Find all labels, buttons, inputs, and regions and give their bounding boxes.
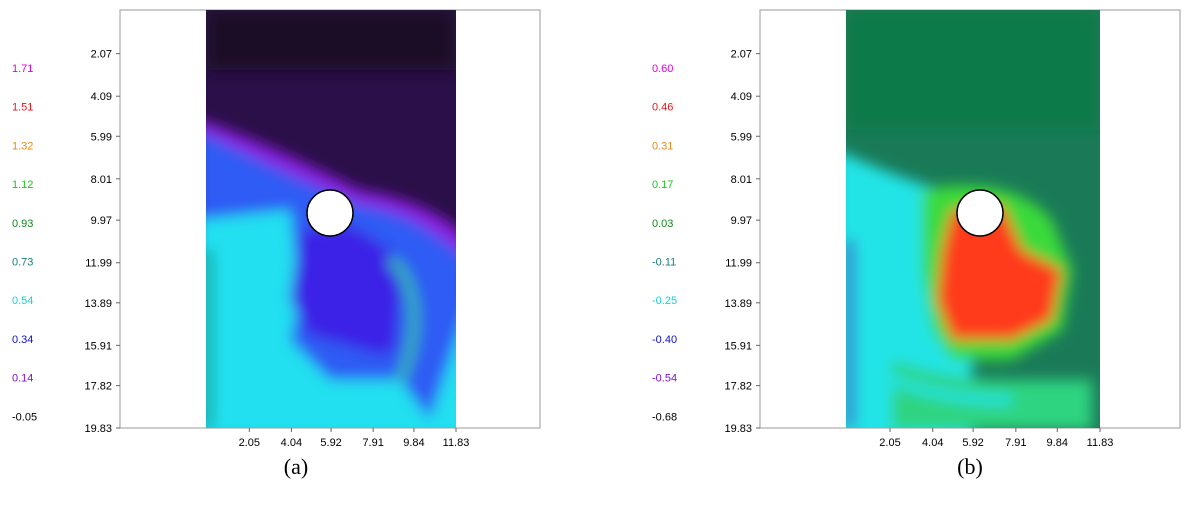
y-tick-label: 15.91 [724, 340, 752, 352]
field-streak [890, 375, 1013, 405]
legend-value: -0.68 [652, 411, 677, 423]
panel-a: 2.07 4.09 5.99 8.01 9.97 11.99 13.89 15.91 17.82… [0, 0, 592, 512]
y-tick-label: 17.82 [84, 381, 112, 393]
x-tick-label: 11.83 [1087, 437, 1114, 449]
legend-value: 0.14 [12, 373, 33, 385]
y-tick-label: 5.99 [731, 131, 752, 143]
x-tick-label: 7.91 [1005, 437, 1026, 449]
legend-value: 0.60 [652, 63, 673, 75]
y-tick-label: 5.99 [91, 131, 112, 143]
x-tick-label: 4.04 [281, 437, 302, 449]
field-core [290, 225, 400, 355]
legend: 0.60 0.46 0.31 0.17 0.03 -0.11 -0.25 -0.40 -0.54… [652, 63, 677, 423]
legend-value: 1.51 [12, 102, 33, 114]
heatmap-field [206, 10, 456, 428]
legend-value: -0.40 [652, 334, 677, 346]
y-tick-label: 2.07 [91, 49, 112, 61]
heatmap-b: 2.07 4.09 5.99 8.01 9.97 11.99 13.89 15.91 17.82… [652, 9, 1181, 449]
axis-ticks: 2.07 4.09 5.99 8.01 9.97 11.99 13.89 15.91 17.82… [724, 49, 1113, 449]
x-tick-label: 2.05 [239, 437, 260, 449]
x-tick-label: 5.92 [320, 437, 341, 449]
y-tick-label: 13.89 [84, 298, 112, 310]
heatmap-a: 2.07 4.09 5.99 8.01 9.97 11.99 13.89 15.91 17.82… [12, 9, 541, 449]
legend-value: 0.54 [12, 295, 33, 307]
x-tick-label: 4.04 [922, 437, 943, 449]
legend-value: 0.31 [652, 140, 673, 152]
x-tick-label: 9.84 [1047, 437, 1068, 449]
obstacle-circle [956, 189, 1004, 237]
y-tick-label: 11.99 [85, 258, 112, 270]
legend-value: 0.46 [652, 102, 673, 114]
legend-value: 1.12 [12, 179, 33, 191]
y-tick-label: 4.09 [91, 91, 112, 103]
y-tick-label: 4.09 [731, 91, 752, 103]
panel-b: 2.07 4.09 5.99 8.01 9.97 11.99 13.89 15.91 17.82… [592, 0, 1184, 512]
legend-value: 1.32 [12, 140, 33, 152]
field-streak [386, 255, 419, 383]
x-tick-label: 7.91 [362, 437, 383, 449]
legend-value: -0.54 [652, 373, 677, 385]
x-tick-label: 11.83 [443, 437, 470, 449]
y-tick-label: 19.83 [724, 423, 752, 435]
axis-ticks: 2.07 4.09 5.99 8.01 9.97 11.99 13.89 15.91 17.82… [84, 49, 469, 449]
obstacle-circle [306, 189, 354, 237]
x-tick-label: 9.84 [403, 437, 424, 449]
x-tick-label: 5.92 [962, 437, 983, 449]
legend-value: 0.73 [12, 257, 33, 269]
y-tick-label: 13.89 [724, 298, 752, 310]
legend-value: 0.34 [12, 334, 33, 346]
field-top-green [846, 10, 1100, 130]
y-tick-label: 17.82 [724, 381, 752, 393]
field-edge [846, 240, 854, 428]
caption-b: (b) [957, 454, 983, 479]
legend-value: 1.71 [12, 63, 33, 75]
legend-value: -0.05 [12, 411, 37, 423]
y-tick-label: 9.97 [731, 215, 752, 227]
legend-value: 0.93 [12, 218, 33, 230]
y-tick-label: 8.01 [731, 174, 752, 186]
y-tick-label: 15.91 [84, 340, 112, 352]
y-tick-label: 11.99 [725, 258, 752, 270]
legend-value: 0.03 [652, 218, 673, 230]
y-tick-label: 19.83 [84, 423, 112, 435]
legend-value: -0.25 [652, 295, 677, 307]
legend-value: -0.11 [652, 257, 676, 269]
caption-a: (a) [283, 454, 309, 479]
field-top-dark [206, 10, 456, 70]
y-tick-label: 8.01 [91, 174, 112, 186]
field-cyan-region [206, 210, 456, 428]
x-tick-label: 2.05 [879, 437, 900, 449]
field-core [937, 205, 1062, 340]
y-tick-label: 9.97 [91, 215, 112, 227]
legend-value: 0.17 [652, 179, 673, 191]
field-lower-band [892, 360, 1092, 428]
y-tick-label: 2.07 [731, 49, 752, 61]
field-edge [206, 250, 212, 428]
legend: 1.71 1.51 1.32 1.12 0.93 0.73 0.54 0.34 0.14 -0.0… [12, 63, 37, 423]
